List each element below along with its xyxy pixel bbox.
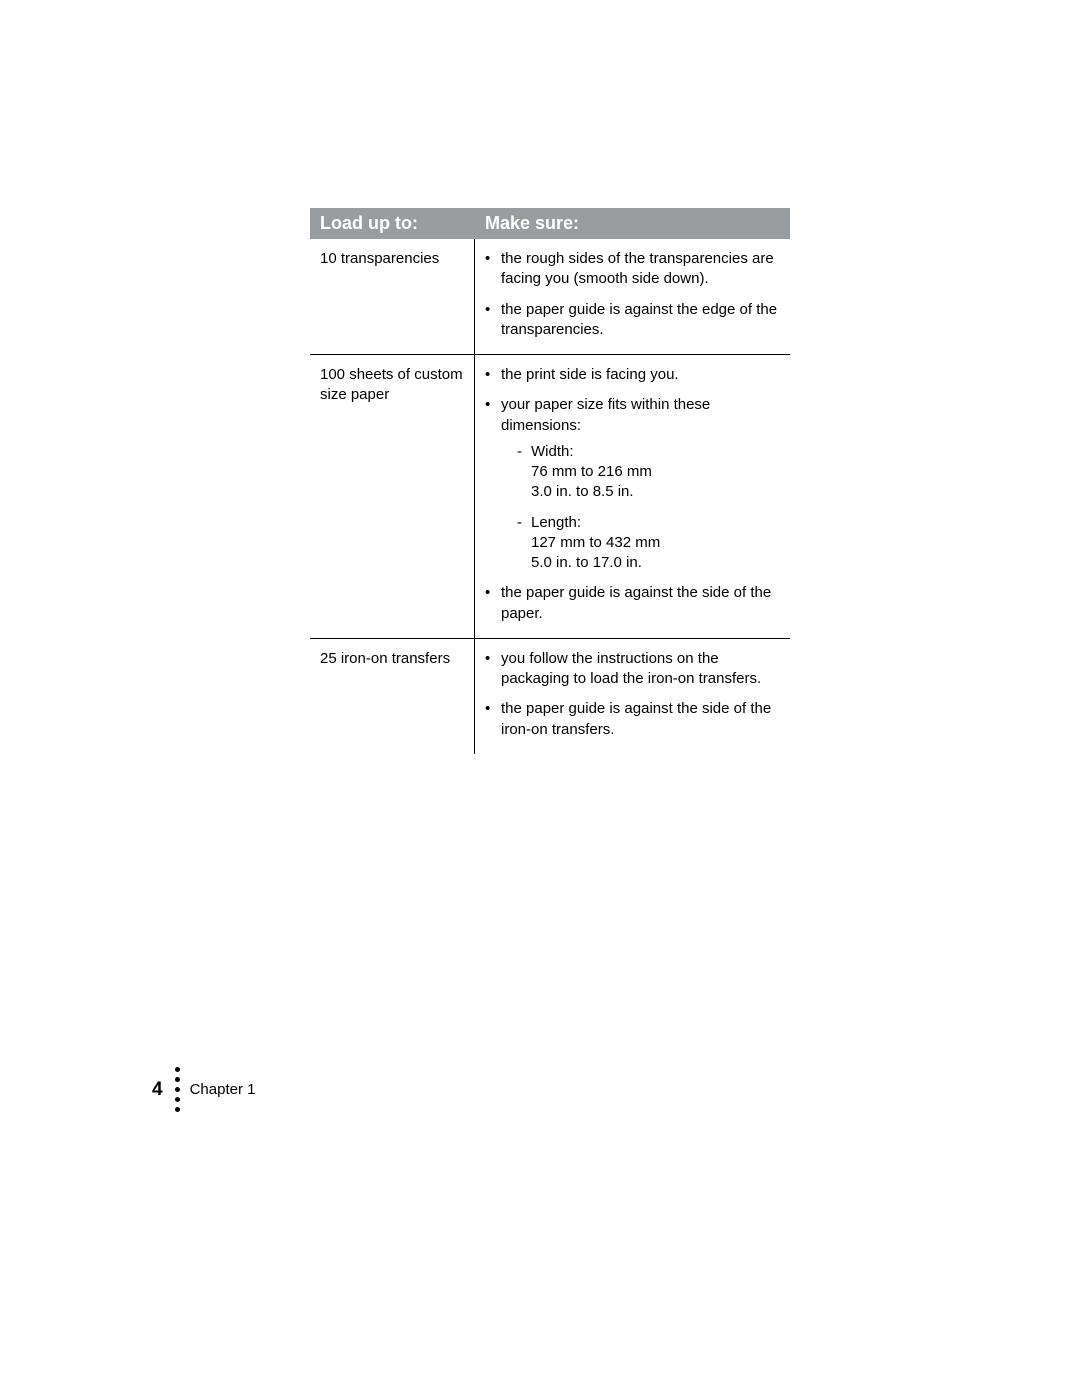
page-number: 4: [152, 1079, 163, 1101]
bullet-list: the print side is facing you. your paper…: [485, 365, 780, 624]
dim-label: Length:: [531, 514, 581, 531]
dim-line: 5.0 in. to 17.0 in.: [531, 554, 642, 571]
table-header: Load up to: Make sure:: [310, 208, 790, 239]
dim-line: 3.0 in. to 8.5 in.: [531, 483, 634, 500]
cell-media-type: 100 sheets of custom size paper: [310, 355, 475, 638]
dot-icon: [175, 1097, 180, 1102]
dim-line: 76 mm to 216 mm: [531, 463, 652, 480]
cell-media-type: 25 iron-on transfers: [310, 639, 475, 754]
cell-instructions: the rough sides of the transparencies ar…: [475, 239, 790, 354]
footer-dots-icon: [175, 1067, 180, 1112]
chapter-label: Chapter 1: [190, 1081, 256, 1098]
paper-loading-table: Load up to: Make sure: 10 transparencies…: [310, 208, 790, 754]
bullet-item: the print side is facing you.: [485, 365, 780, 385]
dash-list: Width: 76 mm to 216 mm 3.0 in. to 8.5 in…: [517, 442, 780, 574]
header-make-sure: Make sure:: [475, 208, 790, 239]
bullet-item: the paper guide is against the side of t…: [485, 583, 780, 624]
bullet-item: the rough sides of the transparencies ar…: [485, 249, 780, 290]
bullet-item: you follow the instructions on the packa…: [485, 649, 780, 690]
table-body: 10 transparencies the rough sides of the…: [310, 239, 790, 754]
document-page: Load up to: Make sure: 10 transparencies…: [0, 0, 1080, 1397]
dash-item: Length: 127 mm to 432 mm 5.0 in. to 17.0…: [517, 513, 780, 574]
bullet-list: the rough sides of the transparencies ar…: [485, 249, 780, 340]
cell-media-type: 10 transparencies: [310, 239, 475, 354]
bullet-item: the paper guide is against the side of t…: [485, 699, 780, 740]
bullet-text: your paper size fits within these dimens…: [501, 396, 710, 433]
cell-instructions: the print side is facing you. your paper…: [475, 355, 790, 638]
dash-item: Width: 76 mm to 216 mm 3.0 in. to 8.5 in…: [517, 442, 780, 503]
dim-line: 127 mm to 432 mm: [531, 534, 660, 551]
dim-label: Width:: [531, 443, 574, 460]
header-load-up-to: Load up to:: [310, 208, 475, 239]
table-row: 100 sheets of custom size paper the prin…: [310, 355, 790, 639]
dot-icon: [175, 1087, 180, 1092]
bullet-item: your paper size fits within these dimens…: [485, 395, 780, 573]
table-row: 10 transparencies the rough sides of the…: [310, 239, 790, 355]
dot-icon: [175, 1077, 180, 1082]
page-footer: 4 Chapter 1: [152, 1067, 255, 1112]
cell-instructions: you follow the instructions on the packa…: [475, 639, 790, 754]
dot-icon: [175, 1107, 180, 1112]
bullet-list: you follow the instructions on the packa…: [485, 649, 780, 740]
bullet-item: the paper guide is against the edge of t…: [485, 300, 780, 341]
table-row: 25 iron-on transfers you follow the inst…: [310, 639, 790, 754]
dot-icon: [175, 1067, 180, 1072]
